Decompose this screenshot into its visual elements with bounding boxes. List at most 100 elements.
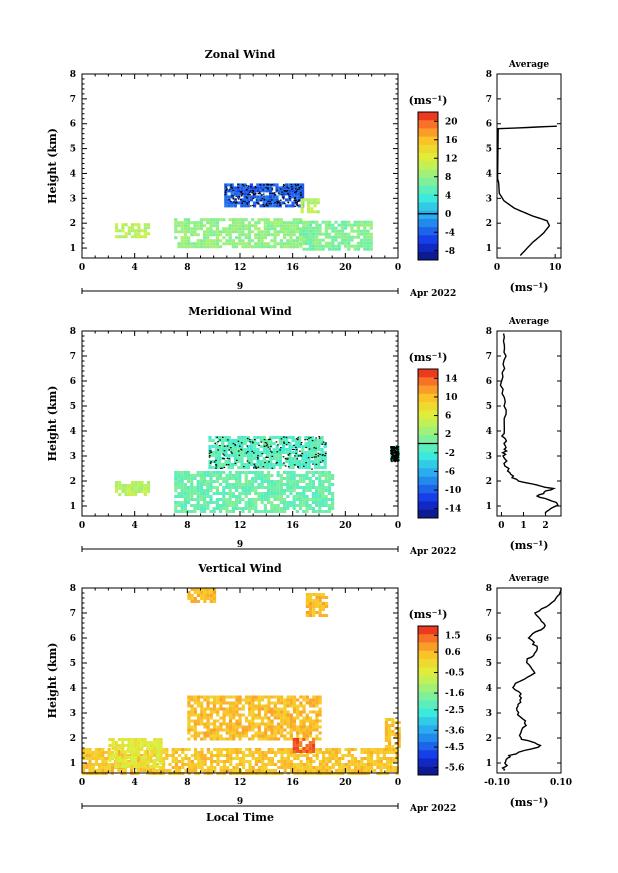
heatmap-cell [215, 486, 219, 489]
heatmap-cell [246, 445, 250, 448]
heatmap-cell [275, 454, 279, 457]
heatmap-cell [325, 751, 329, 754]
heatmap-cell [353, 229, 357, 233]
heatmap-cell [388, 730, 392, 733]
heatmap-cell [306, 769, 310, 772]
heatmap-cell [247, 507, 251, 510]
heatmap-cell [301, 466, 305, 469]
heatmap-cell [303, 198, 307, 202]
heatmap-cell [247, 233, 251, 237]
contour-dot [309, 437, 312, 439]
heatmap-cell [101, 754, 105, 757]
profile-x-tick-label: 0 [498, 521, 504, 531]
heatmap-cell [199, 492, 203, 495]
heatmap-cell [278, 457, 282, 460]
heatmap-cell [203, 713, 207, 717]
heatmap-cell [280, 766, 284, 769]
heatmap-cell [171, 757, 175, 760]
heatmap-cell [237, 201, 241, 205]
heatmap-cell [130, 744, 134, 747]
heatmap-cell [212, 486, 216, 489]
heatmap-cell [307, 201, 311, 205]
heatmap-cell [267, 227, 271, 231]
heatmap-cell [210, 763, 214, 766]
heatmap-cell [251, 695, 255, 699]
heatmap-cell [275, 436, 279, 439]
heatmap-cell [292, 744, 296, 747]
heatmap-cell [200, 594, 204, 597]
heatmap-cell [162, 748, 166, 751]
heatmap-cell [174, 501, 178, 504]
heatmap-cell [264, 710, 268, 714]
heatmap-cell [238, 471, 242, 474]
contour-dot [276, 201, 278, 203]
colorbar-segment [418, 626, 438, 635]
heatmap-cell [242, 763, 246, 766]
heatmap-cell [295, 498, 299, 501]
heatmap-cell [149, 760, 153, 763]
heatmap-cell [299, 227, 303, 231]
heatmap-cell [305, 728, 309, 732]
heatmap-cell [228, 477, 232, 480]
colorbar-frame [417, 625, 439, 776]
heatmap-cell [241, 486, 245, 489]
heatmap-cell [267, 763, 271, 766]
heatmap-cell [257, 707, 261, 711]
heatmap-cell [331, 483, 335, 486]
heatmap-cell [311, 738, 316, 741]
heatmap-cell [267, 501, 271, 504]
colorbar-segment [418, 675, 438, 685]
heatmap-cell [327, 492, 331, 495]
heatmap-cell [193, 737, 197, 741]
heatmap-cell [88, 757, 92, 760]
heatmap-cell [253, 448, 257, 451]
heatmap-cell [251, 725, 255, 729]
heatmap-cell [146, 232, 151, 236]
heatmap-cell [283, 236, 287, 240]
heatmap-cell [153, 750, 157, 753]
heatmap-cell [190, 221, 194, 225]
heatmap-cell [334, 748, 338, 751]
heatmap-cell [270, 707, 274, 711]
heatmap-cell [238, 224, 242, 228]
heatmap-cell [212, 710, 217, 714]
heatmap-cell [299, 242, 303, 246]
heatmap-cell [212, 492, 216, 495]
contour-dot [390, 460, 393, 462]
heatmap-cell [214, 445, 218, 448]
heatmap-cell [174, 495, 178, 498]
contour-dot [235, 195, 238, 197]
heatmap-cell [307, 204, 311, 208]
heatmap-cell [273, 492, 277, 495]
heatmap-cell [315, 232, 319, 236]
heatmap-cell [146, 223, 151, 227]
profile-line [501, 588, 562, 771]
x-axis-label: Local Time [206, 811, 274, 824]
heatmap-cell [174, 760, 178, 763]
heatmap-cell [363, 757, 367, 760]
heatmap-cell [218, 457, 222, 460]
heatmap-cell [235, 769, 239, 772]
heatmap-cell [315, 602, 319, 605]
heatmap-cell [183, 474, 187, 477]
heatmap-cell [267, 707, 271, 711]
contour-dot [221, 467, 223, 469]
heatmap-cell [121, 235, 125, 239]
profile-x-tick-label: 0.10 [550, 778, 572, 788]
heatmap-cell [318, 471, 322, 474]
heatmap-cell [250, 457, 254, 460]
heatmap-cell [238, 474, 242, 477]
heatmap-cell [194, 766, 198, 769]
heatmap-cell [88, 763, 92, 766]
heatmap-cell [272, 436, 276, 439]
heatmap-cell [301, 451, 305, 454]
heatmap-cell [314, 454, 318, 457]
heatmap-cell [183, 501, 187, 504]
heatmap-cell [228, 713, 233, 717]
contour-dot [296, 439, 299, 441]
heatmap-cell [250, 439, 254, 442]
heatmap-cell [369, 235, 373, 239]
heatmap-cell [263, 510, 267, 513]
heatmap-cell [347, 223, 351, 227]
heatmap-cell [294, 460, 298, 463]
